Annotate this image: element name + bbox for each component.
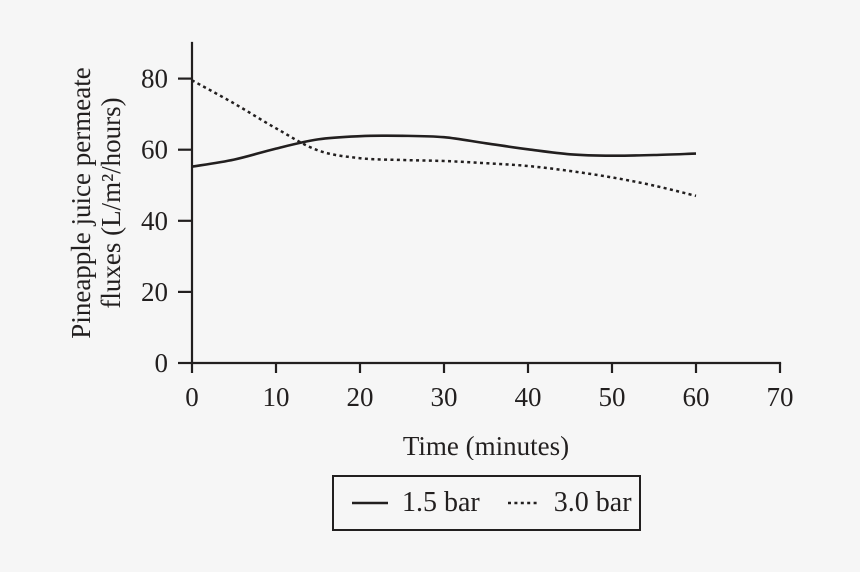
axes xyxy=(190,41,782,365)
x-axis-title: Time (minutes) xyxy=(403,431,569,460)
series-line-3-0-bar xyxy=(191,79,697,198)
y-tick-label: 0 xyxy=(155,348,169,378)
legend: 1.5 bar 3.0 bar xyxy=(332,475,641,531)
legend-item-3-0-bar: 3.0 bar xyxy=(507,489,632,517)
legend-item-1-5-bar: 1.5 bar xyxy=(351,489,480,517)
legend-label-1-5-bar: 1.5 bar xyxy=(402,487,480,518)
y-axis-title-line-2: fluxes (L/m²/hours) xyxy=(96,97,126,308)
x-tick-label: 40 xyxy=(515,382,542,412)
series-lines xyxy=(191,79,697,198)
x-tick-label: 50 xyxy=(599,382,626,412)
axis-tick-labels: 0 20 40 60 80 0 10 20 30 40 50 60 70 xyxy=(141,64,794,412)
x-tick-label: 10 xyxy=(263,382,290,412)
y-tick-label: 80 xyxy=(141,64,168,94)
y-tick-label: 60 xyxy=(141,135,168,165)
axis-ticks xyxy=(178,77,782,373)
legend-label-3-0-bar: 3.0 bar xyxy=(553,487,632,518)
x-tick-label: 60 xyxy=(683,382,710,412)
legend-line-sample-solid xyxy=(352,501,388,505)
x-tick-label: 20 xyxy=(347,382,374,412)
axis-spines xyxy=(190,41,782,365)
legend-line-sample-dotted xyxy=(507,501,540,505)
series-line-1-5-bar xyxy=(191,134,697,168)
x-tick-label: 30 xyxy=(431,382,458,412)
y-axis-title-line-1: Pineapple juice permeate xyxy=(66,67,96,338)
x-tick-label: 70 xyxy=(767,382,794,412)
y-tick-label: 40 xyxy=(141,206,168,236)
x-tick-label: 0 xyxy=(185,382,199,412)
y-tick-label: 20 xyxy=(141,277,168,307)
